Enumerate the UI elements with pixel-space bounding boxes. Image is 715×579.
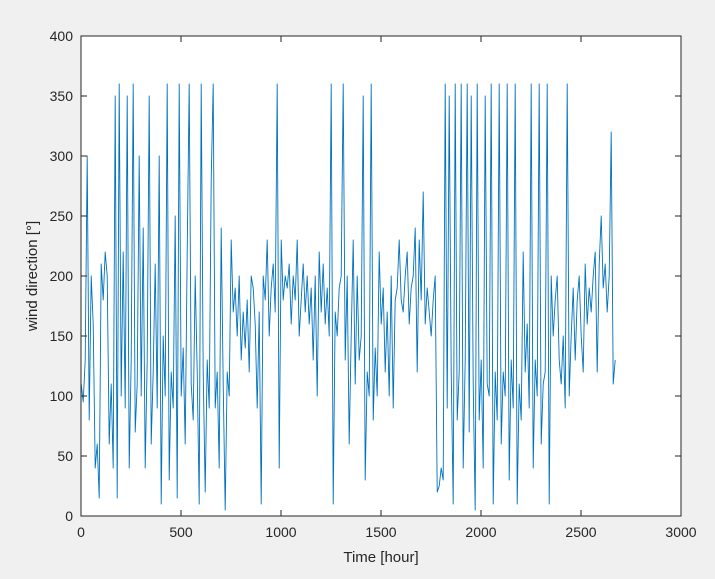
wind-direction-series-line — [81, 83, 616, 511]
y-axis-label: wind direction [°] — [24, 221, 41, 332]
x-tick-label: 1000 — [265, 524, 296, 540]
x-axis-label: Time [hour] — [343, 549, 418, 566]
y-tick-label: 250 — [50, 208, 74, 224]
x-tick-label: 2500 — [565, 524, 596, 540]
y-tick-label: 300 — [50, 148, 74, 164]
y-tick-label: 200 — [50, 268, 74, 284]
y-axis-ticks: 0 50 100 150 200 250 300 350 400 — [50, 28, 681, 524]
y-tick-label: 400 — [50, 28, 74, 44]
y-tick-label: 350 — [50, 88, 74, 104]
y-tick-label: 150 — [50, 328, 74, 344]
x-tick-label: 2000 — [465, 524, 496, 540]
y-tick-label: 0 — [65, 508, 73, 524]
x-tick-label: 500 — [169, 524, 193, 540]
x-axis-ticks: 0 500 1000 1500 2000 2500 3000 — [77, 36, 697, 540]
x-tick-label: 0 — [77, 524, 85, 540]
y-tick-label: 100 — [50, 388, 74, 404]
x-tick-label: 3000 — [665, 524, 696, 540]
x-tick-label: 1500 — [365, 524, 396, 540]
y-tick-label: 50 — [57, 448, 73, 464]
plot-area — [81, 36, 681, 516]
